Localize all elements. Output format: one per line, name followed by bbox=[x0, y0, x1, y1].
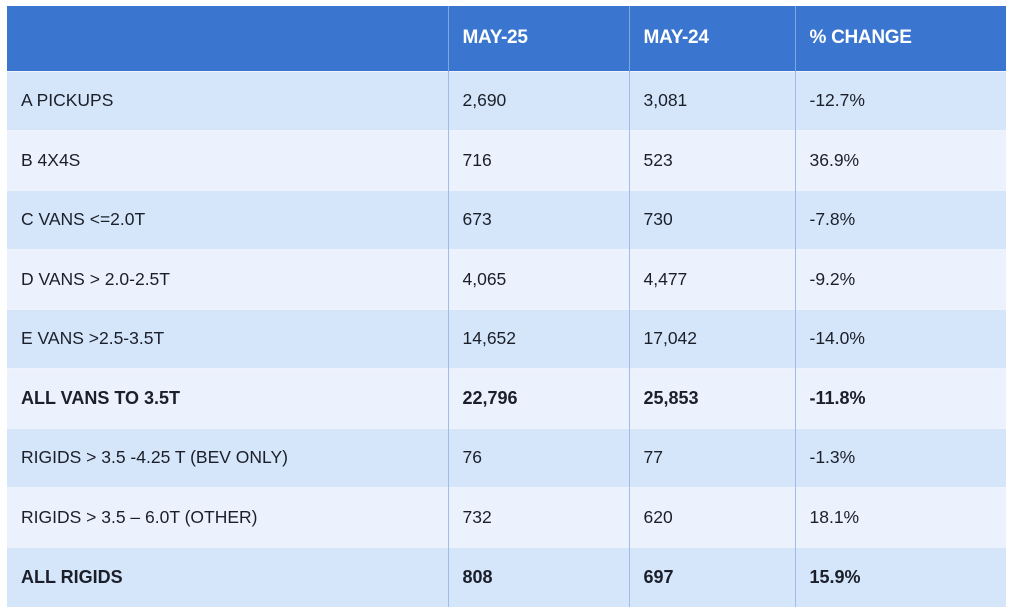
may-24-value: 697 bbox=[629, 546, 796, 607]
row-label: A PICKUPS bbox=[7, 70, 449, 131]
may-25-value: 22,796 bbox=[448, 368, 630, 428]
may-25-value: 14,652 bbox=[448, 308, 630, 369]
table-row: C VANS <=2.0T 673 730 -7.8% bbox=[7, 189, 1006, 250]
table-row: E VANS >2.5-3.5T 14,652 17,042 -14.0% bbox=[7, 308, 1006, 369]
may-25-value: 808 bbox=[448, 546, 630, 607]
header-may-25: MAY-25 bbox=[448, 6, 630, 71]
may-24-value: 77 bbox=[629, 427, 796, 488]
change-value: 15.9% bbox=[795, 546, 1006, 607]
header-percent-change: % CHANGE bbox=[795, 6, 1006, 71]
may-25-value: 732 bbox=[448, 487, 630, 547]
change-value: -1.3% bbox=[795, 427, 1006, 488]
may-24-value: 523 bbox=[629, 130, 796, 190]
may-24-value: 4,477 bbox=[629, 249, 796, 309]
may-24-value: 3,081 bbox=[629, 70, 796, 131]
table-row-total: ALL RIGIDS 808 697 15.9% bbox=[7, 546, 1006, 607]
sales-comparison-table: MAY-25 MAY-24 % CHANGE A PICKUPS 2,690 3… bbox=[7, 6, 1006, 607]
row-label: RIGIDS > 3.5 – 6.0T (OTHER) bbox=[7, 487, 449, 547]
may-24-value: 730 bbox=[629, 189, 796, 250]
row-label: C VANS <=2.0T bbox=[7, 189, 449, 250]
table-row: A PICKUPS 2,690 3,081 -12.7% bbox=[7, 70, 1006, 131]
row-label: B 4X4S bbox=[7, 130, 449, 190]
table-row: B 4X4S 716 523 36.9% bbox=[7, 130, 1006, 190]
table-header-row: MAY-25 MAY-24 % CHANGE bbox=[7, 6, 1006, 71]
header-category bbox=[7, 6, 449, 71]
table-row: D VANS > 2.0-2.5T 4,065 4,477 -9.2% bbox=[7, 249, 1006, 309]
row-label: E VANS >2.5-3.5T bbox=[7, 308, 449, 369]
change-value: 18.1% bbox=[795, 487, 1006, 547]
may-25-value: 2,690 bbox=[448, 70, 630, 131]
change-value: -12.7% bbox=[795, 70, 1006, 131]
may-24-value: 17,042 bbox=[629, 308, 796, 369]
may-25-value: 4,065 bbox=[448, 249, 630, 309]
change-value: -7.8% bbox=[795, 189, 1006, 250]
may-25-value: 716 bbox=[448, 130, 630, 190]
row-label: ALL RIGIDS bbox=[7, 546, 449, 607]
change-value: -14.0% bbox=[795, 308, 1006, 369]
sales-table-container: MAY-25 MAY-24 % CHANGE A PICKUPS 2,690 3… bbox=[7, 6, 1006, 607]
change-value: -9.2% bbox=[795, 249, 1006, 309]
row-label: D VANS > 2.0-2.5T bbox=[7, 249, 449, 309]
table-row: RIGIDS > 3.5 – 6.0T (OTHER) 732 620 18.1… bbox=[7, 487, 1006, 547]
change-value: -11.8% bbox=[795, 368, 1006, 428]
may-25-value: 673 bbox=[448, 189, 630, 250]
table-row-total: ALL VANS TO 3.5T 22,796 25,853 -11.8% bbox=[7, 368, 1006, 428]
table-row: RIGIDS > 3.5 -4.25 T (BEV ONLY) 76 77 -1… bbox=[7, 427, 1006, 488]
header-may-24: MAY-24 bbox=[629, 6, 796, 71]
change-value: 36.9% bbox=[795, 130, 1006, 190]
may-25-value: 76 bbox=[448, 427, 630, 488]
may-24-value: 25,853 bbox=[629, 368, 796, 428]
row-label: ALL VANS TO 3.5T bbox=[7, 368, 449, 428]
row-label: RIGIDS > 3.5 -4.25 T (BEV ONLY) bbox=[7, 427, 449, 488]
may-24-value: 620 bbox=[629, 487, 796, 547]
